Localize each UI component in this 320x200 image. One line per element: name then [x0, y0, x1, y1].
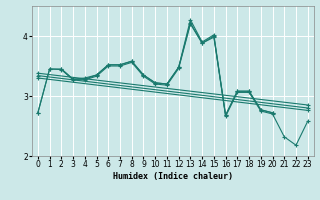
X-axis label: Humidex (Indice chaleur): Humidex (Indice chaleur): [113, 172, 233, 181]
